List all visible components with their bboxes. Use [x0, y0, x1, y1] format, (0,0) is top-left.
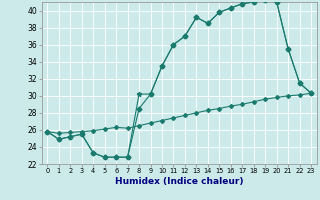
X-axis label: Humidex (Indice chaleur): Humidex (Indice chaleur) — [115, 177, 244, 186]
